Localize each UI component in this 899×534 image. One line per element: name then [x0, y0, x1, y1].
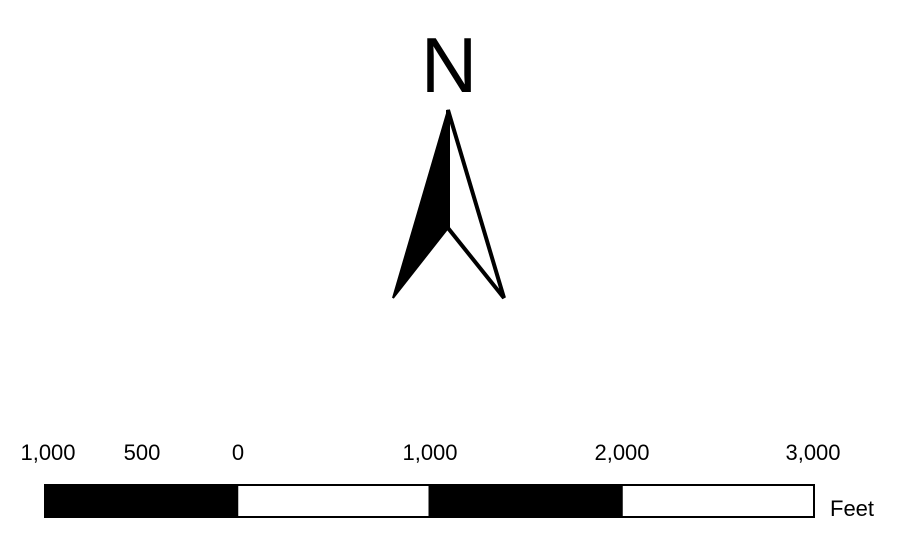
- north-letter: N: [420, 21, 478, 109]
- scale-units-label: Feet: [830, 496, 875, 521]
- scale-tick-label: 3,000: [785, 440, 841, 465]
- scale-tick-label: 1,000: [20, 440, 76, 465]
- scale-bar-outline: [44, 484, 815, 518]
- scale-bar-segment: [428, 484, 623, 518]
- north-arrow-left-half: [392, 109, 449, 299]
- scale-tick-label: 1,000: [402, 440, 458, 465]
- north-arrow-right-half: [446, 109, 506, 300]
- scale-bar-segment: [620, 484, 815, 518]
- scale-bar-segment: [44, 484, 239, 518]
- scale-tick-label: 2,000: [594, 440, 650, 465]
- scale-bar: [44, 484, 815, 518]
- scale-tick-label: 0: [231, 440, 245, 465]
- north-arrow-icon: [392, 109, 506, 300]
- scale-bar-segment: [236, 484, 431, 518]
- scale-tick-label: 500: [123, 440, 161, 465]
